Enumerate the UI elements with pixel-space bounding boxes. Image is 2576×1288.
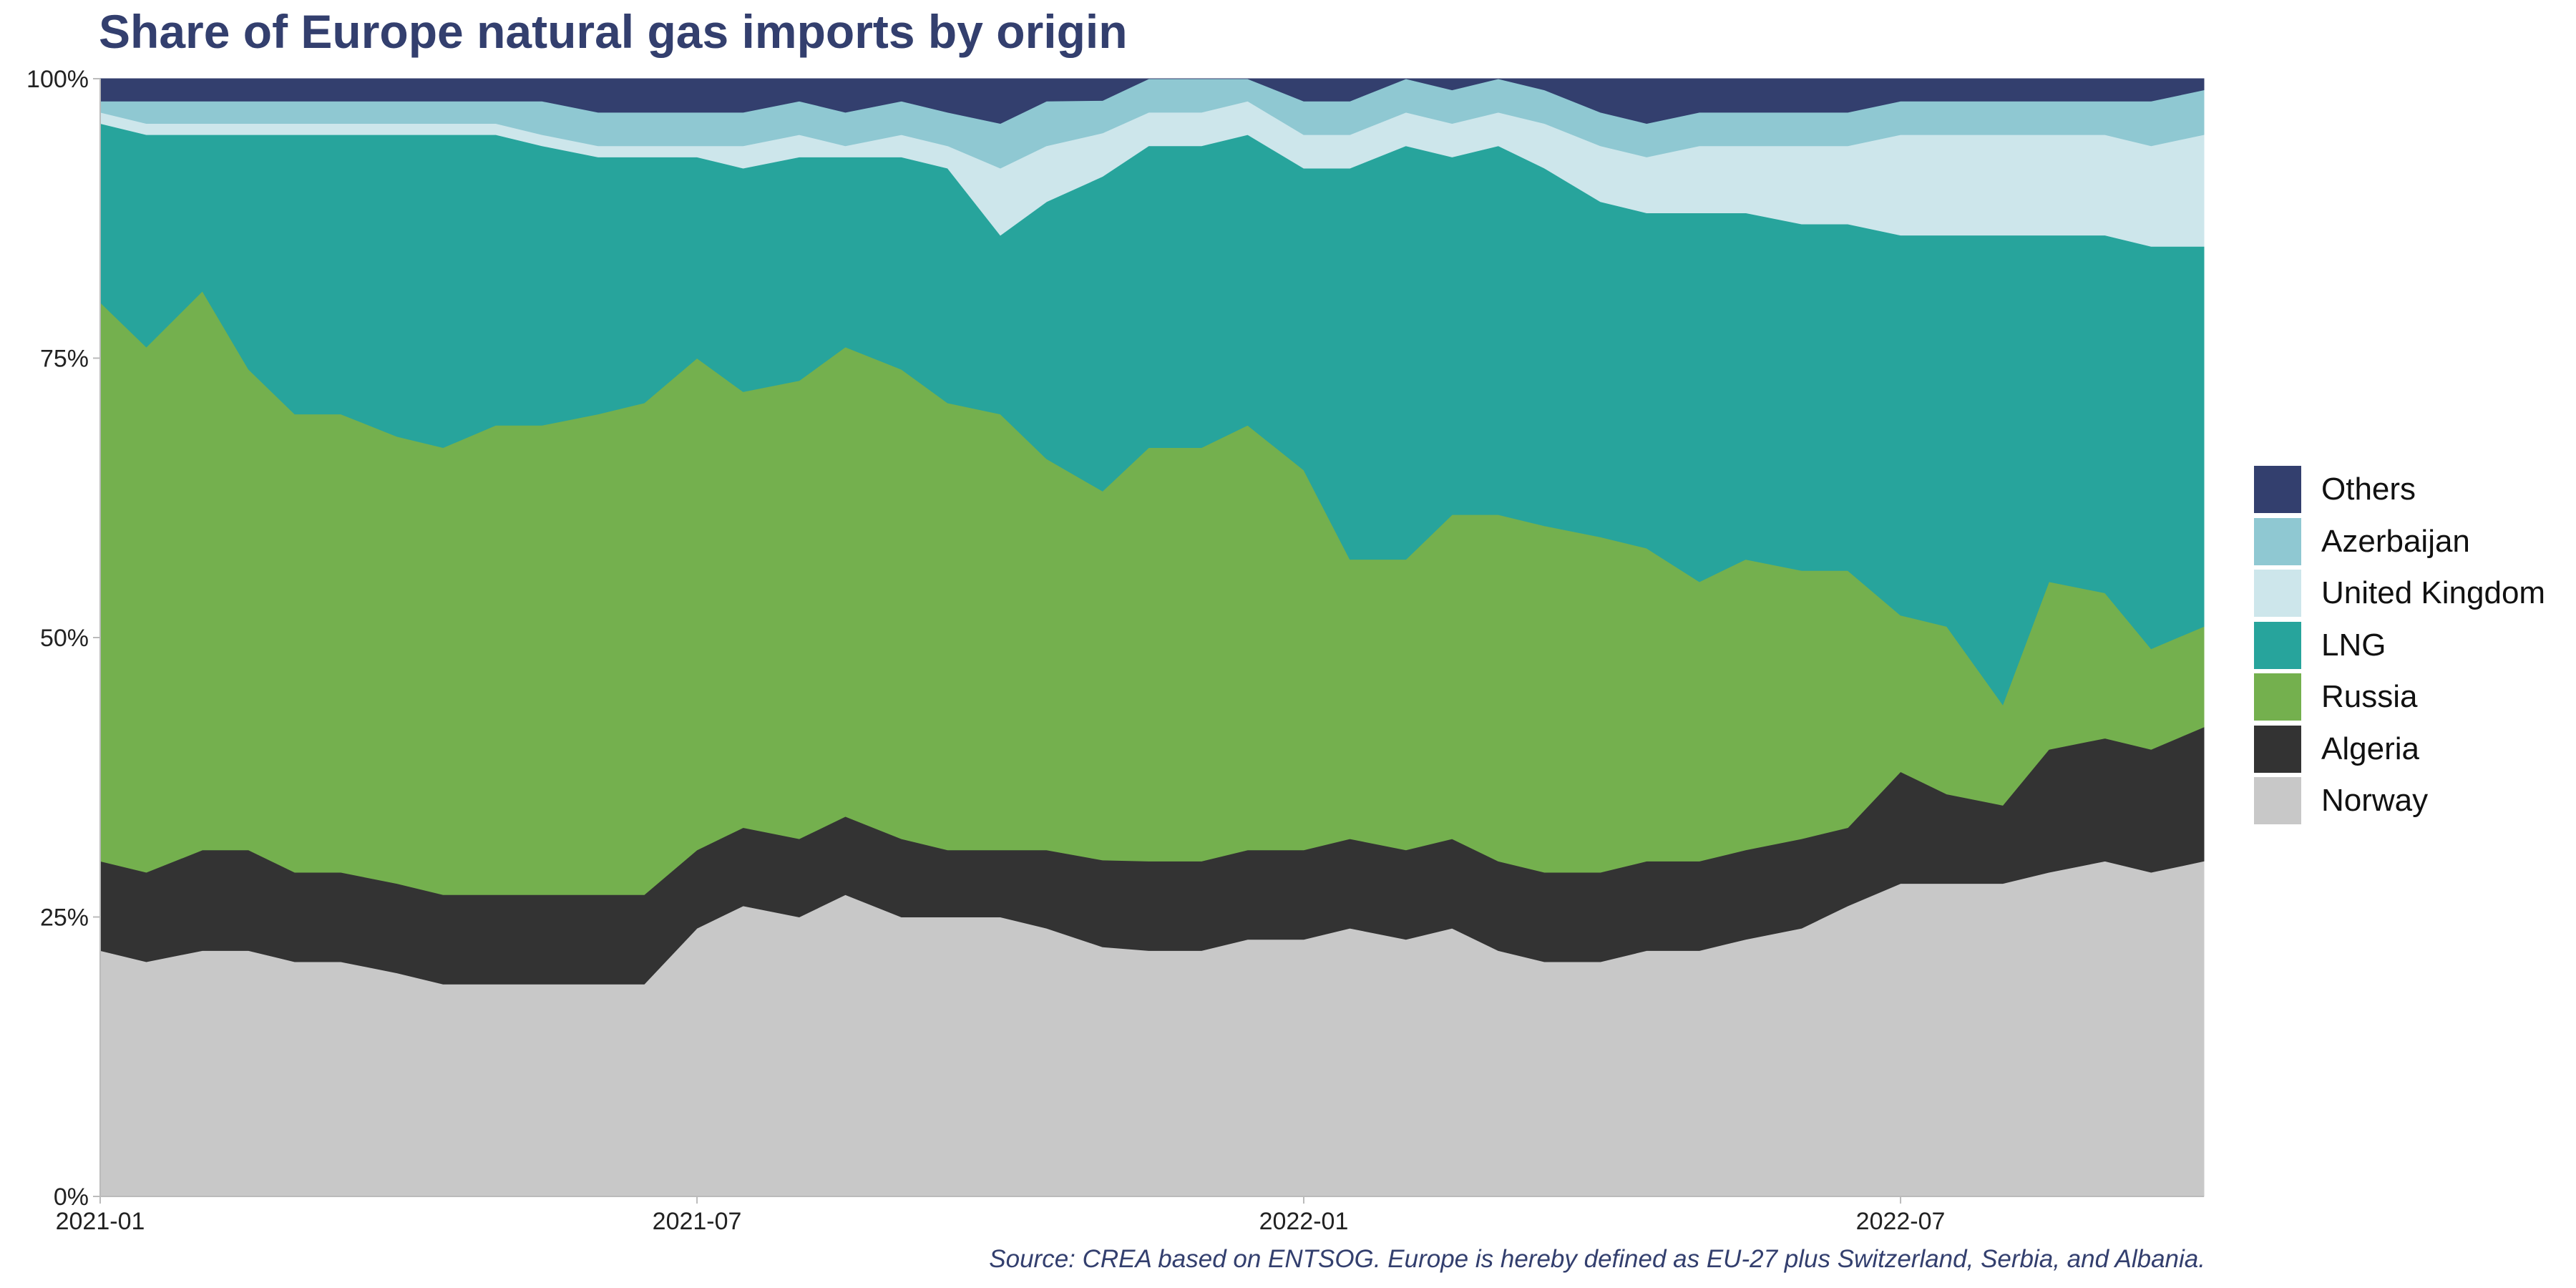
legend-swatch <box>2254 570 2301 618</box>
legend-swatch <box>2254 777 2301 825</box>
legend-swatch <box>2254 517 2301 565</box>
x-tick-label: 2021-07 <box>653 1208 742 1235</box>
legend-item: United Kingdom <box>2254 567 2545 620</box>
legend-label: Algeria <box>2321 731 2419 766</box>
x-tick-label: 2021-01 <box>56 1208 145 1235</box>
y-tick-label: 0% <box>54 1184 89 1211</box>
legend-item: Algeria <box>2254 723 2545 776</box>
chart-areas <box>99 78 2205 1197</box>
legend-label: Russia <box>2321 679 2418 715</box>
area-others <box>99 78 2205 125</box>
legend-item: Azerbaijan <box>2254 516 2545 568</box>
y-tick-label: 100% <box>26 66 89 93</box>
y-tick-label: 25% <box>40 904 89 932</box>
chart-axes: 0% 25% 50% 75% 100% 2021-01 2021-07 2022-01 2022… <box>26 66 2204 1235</box>
legend-swatch <box>2254 466 2301 514</box>
chart-title: Share of Europe natural gas imports by o… <box>99 5 1128 58</box>
legend-label: Azerbaijan <box>2321 523 2470 559</box>
source-note: Source: CREA based on ENTSOG. Europe is … <box>989 1245 2205 1273</box>
legend-item: LNG <box>2254 620 2545 672</box>
legend-swatch <box>2254 621 2301 669</box>
x-tick-label: 2022-01 <box>1259 1208 1349 1235</box>
y-tick-label: 75% <box>40 346 89 373</box>
legend-swatch <box>2254 725 2301 773</box>
legend-swatch <box>2254 673 2301 721</box>
legend-label: United Kingdom <box>2321 575 2546 611</box>
y-tick-label: 50% <box>40 625 89 652</box>
legend-item: Norway <box>2254 775 2545 827</box>
legend: Others Azerbaijan United Kingdom LNG Rus… <box>2254 464 2545 827</box>
legend-label: Others <box>2321 472 2416 507</box>
legend-label: LNG <box>2321 627 2386 663</box>
x-tick-label: 2022-07 <box>1856 1208 1946 1235</box>
legend-item: Others <box>2254 464 2545 516</box>
legend-item: Russia <box>2254 671 2545 723</box>
legend-label: Norway <box>2321 783 2429 819</box>
